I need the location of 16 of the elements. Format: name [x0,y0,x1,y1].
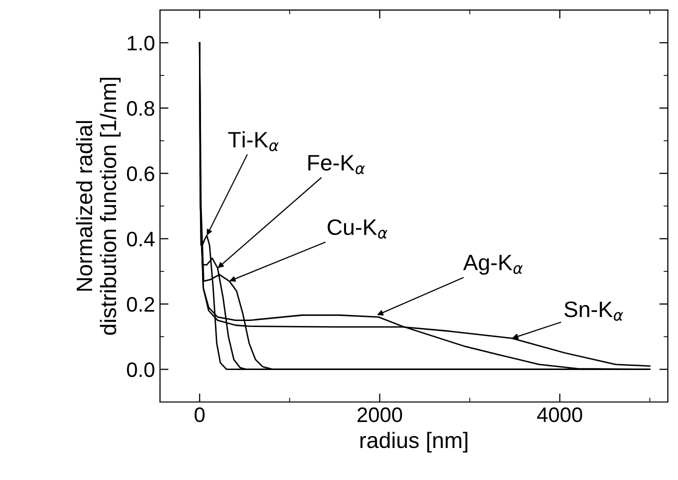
annotation: Fe-K$_{α}$ [308,155,365,174]
y-axis-title: Normalized radial distribution function [1/nm] [76,78,121,335]
y-tick-label: 0.6 [127,166,154,182]
annotation: Cu-K$_{α}$ [328,219,388,239]
annotation: Ag-K$_{α}$ [463,254,523,275]
y-tick-label: 0.2 [127,297,154,312]
x-axis-title: radius [nm] [360,432,468,453]
y-tick-label: 0.4 [127,232,155,246]
x-tick-label: 4000 [537,407,582,422]
annotation: Sn-K$_{α}$ [564,301,624,321]
y-tick-label: 0.8 [127,101,154,116]
x-tick-label: 0 [194,407,205,422]
y-tick-label: 0.0 [127,362,154,378]
annotation: Ti-K$_{α}$ [228,131,279,152]
y-tick-label: 1.0 [128,36,154,50]
x-tick-label: 2000 [358,407,402,422]
